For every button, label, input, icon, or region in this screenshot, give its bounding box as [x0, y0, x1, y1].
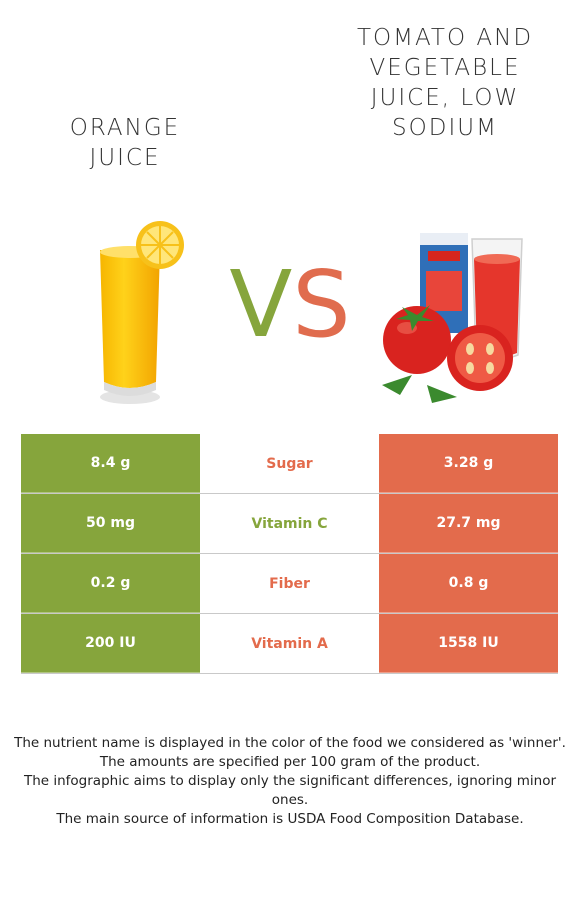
nutrient-name: Vitamin C	[200, 494, 379, 553]
footer-line: The amounts are specified per 100 gram o…	[99, 754, 481, 770]
nutrient-name: Sugar	[200, 434, 379, 493]
right-value: 1558 IU	[379, 614, 558, 673]
tomato-juice-icon	[382, 233, 523, 403]
footer-line: The main source of information is USDA F…	[56, 811, 524, 827]
table-row: 0.2 g Fiber 0.8 g	[21, 554, 558, 614]
table-row: 50 mg Vitamin C 27.7 mg	[21, 494, 558, 554]
table-row: 200 IU Vitamin A 1558 IU	[21, 614, 558, 674]
nutrient-table: 8.4 g Sugar 3.28 g 50 mg Vitamin C 27.7 …	[21, 434, 558, 674]
left-value: 0.2 g	[21, 554, 200, 613]
nutrient-name: Fiber	[200, 554, 379, 613]
footer-line: The nutrient name is displayed in the co…	[14, 735, 566, 751]
food-title-left: Orange juice	[69, 115, 181, 171]
vs-v: V	[229, 251, 293, 358]
right-value: 27.7 mg	[379, 494, 558, 553]
left-value: 200 IU	[21, 614, 200, 673]
footer-line: The infographic aims to display only the…	[23, 773, 557, 808]
vs-s: S	[292, 251, 351, 358]
left-value: 8.4 g	[21, 434, 200, 493]
right-value: 0.8 g	[379, 554, 558, 613]
vs-label: VS	[220, 255, 360, 355]
nutrient-name: Vitamin A	[200, 614, 379, 673]
food-title-right: Tomato and vegetable juice, low sodium	[356, 25, 534, 141]
orange-juice-glass-icon	[100, 221, 184, 404]
right-value: 3.28 g	[379, 434, 558, 493]
table-row: 8.4 g Sugar 3.28 g	[21, 434, 558, 494]
footer-notes: The nutrient name is displayed in the co…	[10, 734, 570, 829]
left-value: 50 mg	[21, 494, 200, 553]
